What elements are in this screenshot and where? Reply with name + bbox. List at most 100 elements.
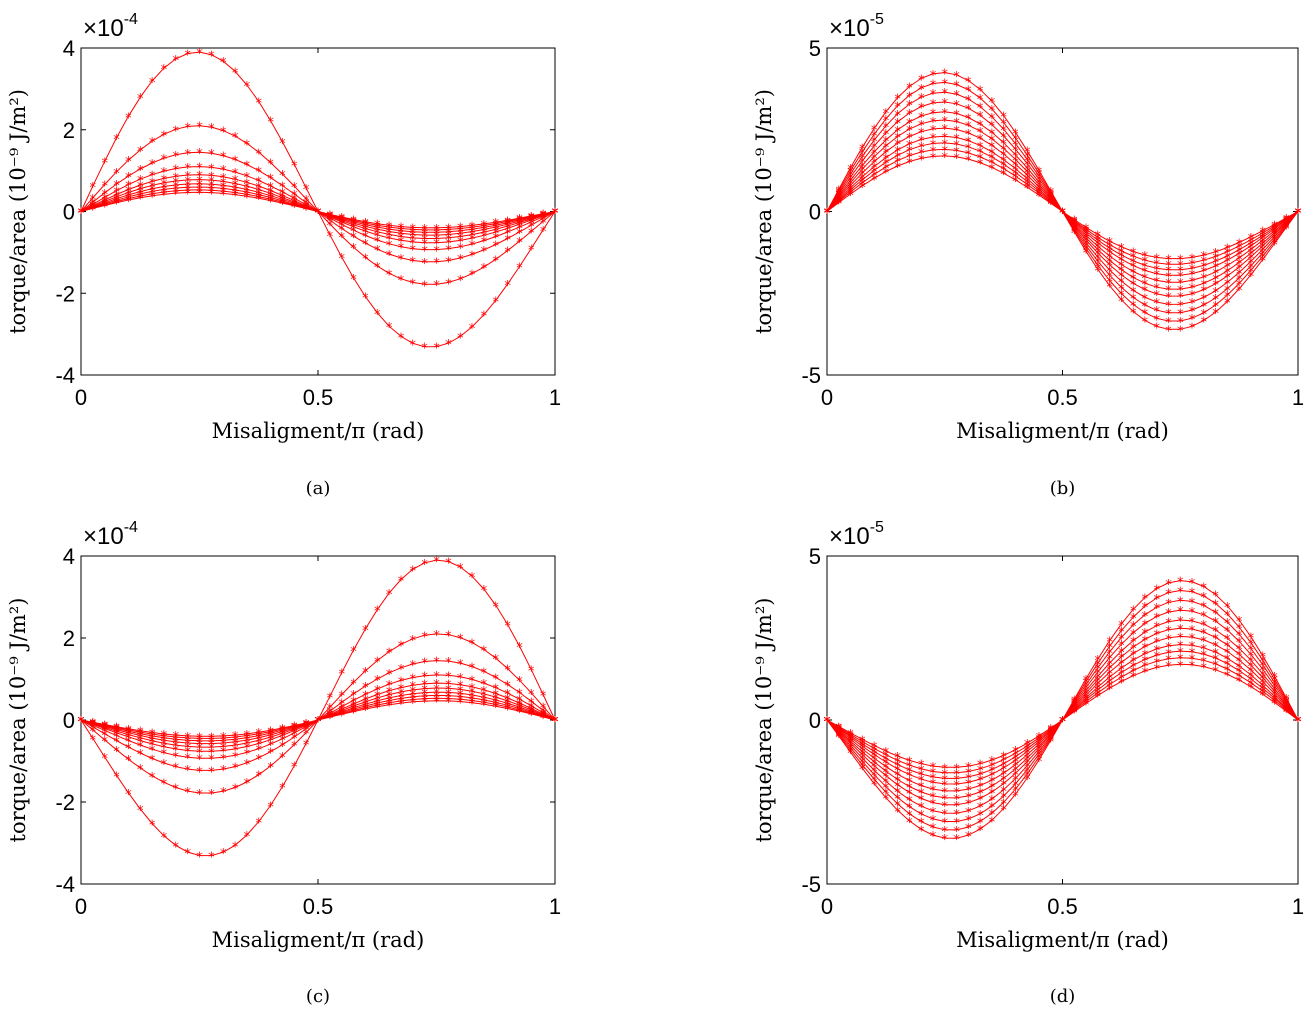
panel-caption: (b) — [1050, 478, 1076, 499]
data-point-marker: * — [410, 230, 417, 245]
data-point-marker: * — [125, 788, 132, 803]
data-point-marker: * — [350, 220, 357, 235]
data-point-marker: * — [1036, 749, 1043, 764]
data-point-marker: * — [196, 162, 203, 177]
data-point-marker: * — [1212, 247, 1219, 262]
data-point-marker: * — [883, 782, 890, 797]
data-point-marker: * — [1212, 279, 1219, 294]
data-point-marker: * — [894, 764, 901, 779]
data-point-marker: * — [1153, 313, 1160, 328]
data-point-marker: * — [1165, 660, 1172, 675]
data-point-marker: * — [1095, 264, 1102, 279]
data-point-marker: * — [1024, 753, 1031, 768]
data-point-marker: * — [244, 177, 251, 192]
data-point-marker: * — [1283, 218, 1290, 233]
data-point-marker: * — [149, 170, 156, 185]
data-point-marker: * — [504, 216, 511, 231]
data-point-marker: * — [173, 783, 180, 798]
data-point-marker: * — [1000, 117, 1007, 132]
data-point-marker: * — [184, 162, 191, 177]
data-point-marker: * — [1165, 654, 1172, 669]
data-point-marker: * — [303, 720, 310, 735]
data-point-marker: * — [1165, 633, 1172, 648]
data-point-marker: * — [1095, 238, 1102, 253]
data-point-marker: * — [1059, 715, 1066, 730]
data-point-marker: * — [1142, 601, 1149, 616]
series-line — [80, 700, 556, 737]
data-point-marker: * — [540, 712, 547, 727]
data-point-marker: * — [457, 633, 464, 648]
data-point-marker: * — [149, 729, 156, 744]
data-point-marker: * — [1295, 715, 1302, 730]
data-point-marker: * — [1059, 715, 1066, 730]
exponent-base: ×10 — [829, 523, 870, 550]
data-point-marker: * — [493, 672, 500, 687]
data-point-marker: * — [1177, 653, 1184, 668]
data-point-marker: * — [291, 726, 298, 741]
data-point-marker: * — [469, 233, 476, 248]
data-point-marker: * — [1142, 260, 1149, 275]
data-point-marker: * — [220, 151, 227, 166]
data-point-marker: * — [1177, 324, 1184, 339]
data-point-marker: * — [1224, 647, 1231, 662]
data-point-marker: * — [481, 236, 488, 251]
data-point-marker: * — [1000, 759, 1007, 774]
data-point-marker: * — [965, 784, 972, 799]
data-point-marker: * — [1118, 295, 1125, 310]
exponent-label: ×10-5 — [829, 11, 884, 42]
x-tick-label: 0.5 — [1047, 385, 1078, 410]
data-point-marker: * — [1036, 755, 1043, 770]
data-point-marker: * — [1000, 773, 1007, 788]
data-point-marker: * — [113, 133, 120, 148]
data-point-marker: * — [1201, 266, 1208, 281]
data-point-marker: * — [1212, 307, 1219, 322]
data-point-marker: * — [1165, 270, 1172, 285]
data-point-marker: * — [1059, 715, 1066, 730]
data-point-marker: * — [1224, 277, 1231, 292]
data-point-marker: * — [847, 734, 854, 749]
data-point-marker: * — [989, 140, 996, 155]
data-point-marker: * — [196, 765, 203, 780]
data-point-marker: * — [965, 822, 972, 837]
data-point-marker: * — [398, 575, 405, 590]
data-point-marker: * — [1071, 215, 1078, 230]
data-point-marker: * — [894, 786, 901, 801]
data-point-marker: * — [1106, 663, 1113, 678]
data-point-marker: * — [1106, 236, 1113, 251]
data-point-marker: * — [1142, 265, 1149, 280]
data-point-marker: * — [989, 760, 996, 775]
data-point-marker: * — [847, 740, 854, 755]
data-point-marker: * — [1000, 143, 1007, 158]
data-point-marker: * — [161, 166, 168, 181]
data-point-marker: * — [930, 798, 937, 813]
data-point-marker: * — [1130, 251, 1137, 266]
series-line — [80, 191, 556, 229]
data-point-marker: * — [1212, 607, 1219, 622]
data-point-marker: * — [125, 726, 132, 741]
data-point-marker: * — [516, 215, 523, 230]
data-point-marker: * — [101, 722, 108, 737]
data-point-marker: * — [1212, 598, 1219, 613]
data-point-marker: * — [906, 108, 913, 123]
data-point-marker: * — [481, 245, 488, 260]
data-point-marker: * — [1189, 606, 1196, 621]
data-point-marker: * — [220, 764, 227, 779]
data-point-marker: * — [1012, 175, 1019, 190]
data-point-marker: * — [1271, 222, 1278, 237]
data-point-marker: * — [1047, 198, 1054, 213]
data-point-marker: * — [315, 207, 322, 222]
data-point-marker: * — [953, 833, 960, 848]
data-point-marker: * — [184, 121, 191, 136]
data-point-marker: * — [291, 721, 298, 736]
data-point-marker: * — [291, 722, 298, 737]
data-point-marker: * — [244, 758, 251, 773]
data-point-marker: * — [918, 153, 925, 168]
data-point-marker: * — [457, 332, 464, 347]
data-point-marker: * — [1059, 207, 1066, 222]
data-point-marker: * — [78, 715, 85, 730]
data-point-marker: * — [493, 219, 500, 234]
data-point-marker: * — [445, 230, 452, 245]
data-point-marker: * — [196, 739, 203, 754]
data-point-marker: * — [469, 222, 476, 237]
